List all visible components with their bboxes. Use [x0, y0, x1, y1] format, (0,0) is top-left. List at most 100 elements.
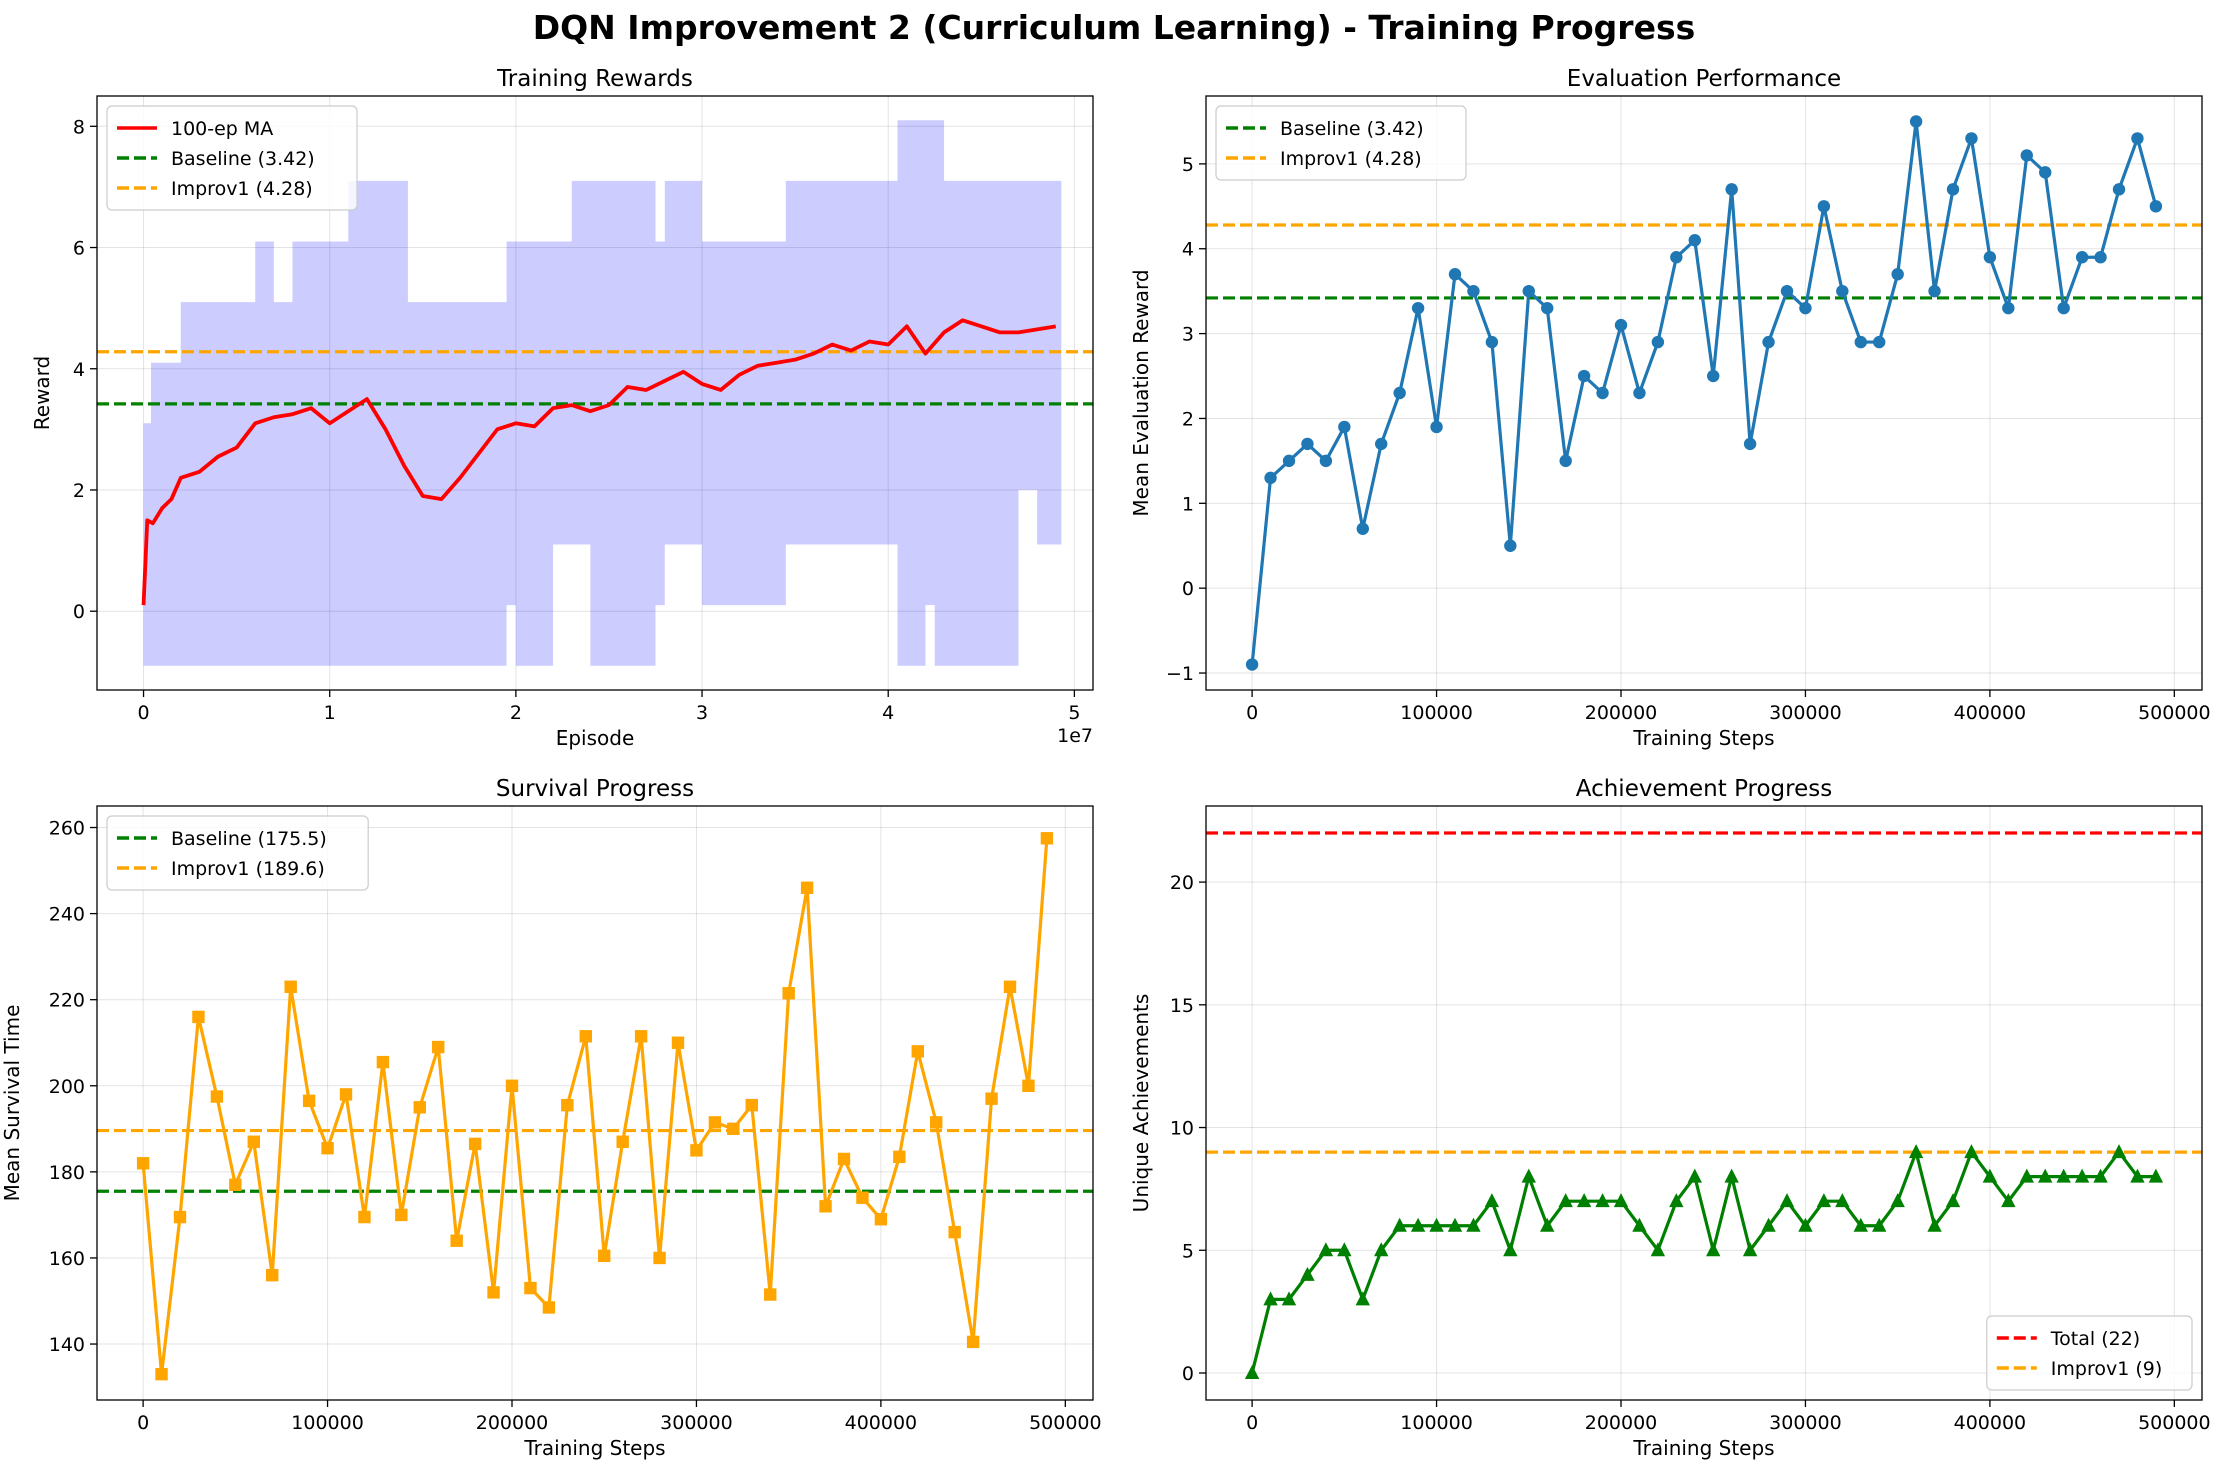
data-point: [2149, 200, 2163, 213]
data-point: [1650, 1242, 1666, 1257]
data-point: [1780, 284, 1794, 298]
data-point: [1651, 335, 1665, 349]
x-tick-label: 3: [696, 702, 708, 724]
data-point: [561, 1098, 574, 1112]
data-point: [2093, 1168, 2108, 1183]
plot-area: [1206, 115, 2202, 671]
legend-entry-1: Improv1 (189.6): [171, 858, 325, 880]
x-tick-label: 0: [1246, 1412, 1258, 1434]
data-point: [690, 1144, 703, 1157]
data-point: [247, 1135, 260, 1148]
y-tick-label: 160: [49, 1248, 85, 1270]
data-point: [1281, 1291, 1297, 1306]
data-point: [1873, 335, 1886, 349]
data-point: [2020, 149, 2033, 162]
y-tick-label: 15: [1170, 995, 1194, 1017]
y-tick-label: 10: [1170, 1118, 1194, 1140]
data-point: [1817, 200, 1831, 213]
data-point: [542, 1301, 556, 1314]
legend-entry-0: Total (22): [2050, 1328, 2140, 1350]
data-point: [745, 1098, 758, 1112]
y-tick-label: 5: [1182, 154, 1194, 176]
data-point: [1300, 1266, 1315, 1281]
data-point: [173, 1210, 187, 1224]
data-point: [634, 1030, 648, 1043]
data-point: [2038, 1168, 2053, 1183]
data-point: [1263, 1291, 1278, 1306]
legend-entry-2: Improv1 (4.28): [171, 178, 313, 200]
legend-box: [1986, 1315, 2193, 1391]
x-axis-label: Training Steps: [1632, 1436, 1774, 1460]
data-point: [1577, 369, 1591, 383]
data-point: [1541, 301, 1554, 315]
data-point: [1355, 1291, 1370, 1306]
legend-entry-1: Improv1 (9): [2051, 1358, 2162, 1380]
data-point: [1946, 183, 1960, 196]
data-point: [1928, 284, 1941, 298]
chart-achievement-progress: 0 100000 200000 300000 400000 500000 0 5 10 15 20 A…: [1129, 776, 2211, 1460]
y-tick-label: 0: [1182, 1363, 1194, 1385]
legend-box: [106, 105, 358, 211]
x-tick-label: 100000: [1400, 1412, 1473, 1434]
data-point: [800, 881, 814, 894]
data-point: [1467, 284, 1480, 298]
x-tick-label: 300000: [1769, 1412, 1842, 1434]
y-axis-label: Mean Evaluation Reward: [1129, 269, 1153, 516]
x-tick-label: 400000: [845, 1412, 918, 1434]
data-point: [1559, 454, 1572, 468]
axes-frame: [1205, 805, 2203, 1401]
y-tick-label: 6: [73, 238, 85, 260]
x-tick-label: 300000: [1769, 702, 1842, 724]
legend-box: [1215, 105, 1467, 181]
legend: Total (22) Improv1 (9): [1986, 1315, 2193, 1391]
data-point: [1872, 1217, 1887, 1232]
data-point: [1466, 1217, 1481, 1232]
legend-entry-0: Baseline (175.5): [171, 828, 327, 850]
data-point: [2148, 1168, 2164, 1183]
data-point: [1983, 251, 1997, 264]
data-point: [1890, 1193, 1905, 1208]
x-tick-label: 200000: [476, 1412, 549, 1434]
data-point: [1392, 1217, 1407, 1232]
data-point: [210, 1090, 224, 1103]
data-point: [2130, 1168, 2145, 1183]
x-offset-text: 1e7: [1057, 725, 1093, 747]
data-point: [1945, 1193, 1961, 1208]
data-point: [1244, 1365, 1260, 1379]
data-point: [2112, 183, 2126, 196]
plot-area: [1206, 831, 2202, 1379]
x-tick-label: 2: [510, 702, 522, 724]
x-axis-label: Training Steps: [523, 1436, 665, 1460]
x-tick-label: 100000: [291, 1412, 364, 1434]
data-point: [1022, 1079, 1035, 1092]
y-tick-label: 200: [49, 1076, 85, 1098]
data-point: [1725, 183, 1738, 196]
plot-area: [97, 832, 1093, 1381]
x-tick-label: 500000: [2138, 702, 2211, 724]
data-point: [1485, 335, 1499, 349]
data-point: [1375, 437, 1388, 451]
x-tick-label: 5: [1068, 702, 1080, 724]
x-tick-label: 0: [1246, 702, 1258, 724]
series-line-0: [1250, 119, 2158, 665]
data-point: [893, 1150, 906, 1164]
x-tick-label: 400000: [1954, 702, 2027, 724]
data-point: [468, 1137, 482, 1151]
data-point: [1965, 132, 1978, 145]
legend-entry-0: 100-ep MA: [171, 118, 273, 140]
chart-title: Achievement Progress: [1576, 776, 1832, 802]
data-point: [1614, 318, 1628, 332]
data-point: [966, 1335, 980, 1349]
data-point: [1503, 1242, 1518, 1257]
data-point: [155, 1367, 168, 1381]
data-point: [1798, 1217, 1813, 1232]
x-axis-label: Training Steps: [1632, 726, 1774, 750]
x-tick-label: 1: [324, 702, 336, 724]
data-point: [1521, 1168, 1536, 1183]
y-tick-label: 0: [73, 601, 85, 623]
data-point: [1558, 1193, 1573, 1208]
data-point: [266, 1268, 279, 1282]
data-point: [2074, 1168, 2090, 1183]
data-point: [653, 1251, 666, 1265]
x-tick-label: 500000: [2138, 1412, 2211, 1434]
